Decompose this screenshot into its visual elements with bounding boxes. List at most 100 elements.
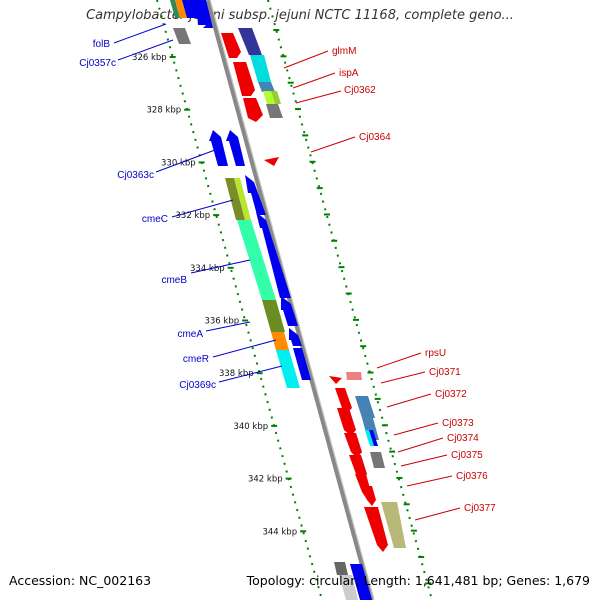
gene-block[interactable]	[170, 0, 180, 18]
leader-line	[414, 507, 461, 521]
gene-label-Cj0372[interactable]: Cj0372	[435, 389, 467, 400]
backbone-line	[205, 0, 375, 600]
scale-tick-label: 338 kbp	[219, 369, 254, 379]
gene-label-Cj0357c[interactable]: Cj0357c	[79, 58, 116, 69]
gene-block[interactable]	[243, 98, 263, 122]
gene-label-Cj0376[interactable]: Cj0376	[456, 471, 488, 482]
leader-line	[212, 339, 277, 358]
gene-block[interactable]	[381, 502, 406, 548]
gene-label-rpsU[interactable]: rpsU	[425, 348, 446, 359]
gene-label-Cj0362[interactable]: Cj0362	[344, 85, 376, 96]
leader-line	[117, 39, 174, 61]
gene-block[interactable]	[339, 575, 358, 600]
leader-line	[155, 149, 216, 173]
leader-line	[397, 437, 444, 453]
right-scale-ticks	[273, 29, 432, 585]
gene-label-cmeR[interactable]: cmeR	[183, 354, 209, 365]
right-gene-labels: glmM ispA Cj0362 Cj0364 rpsU Cj0371 Cj03…	[283, 46, 496, 521]
scale-tick-label: 326 kbp	[132, 53, 167, 63]
gene-block[interactable]	[281, 296, 298, 326]
gene-label-cmeC[interactable]: cmeC	[142, 214, 168, 225]
gene-block[interactable]	[209, 130, 228, 166]
gene-label-Cj0364[interactable]: Cj0364	[359, 132, 391, 143]
gene-block[interactable]	[196, 0, 213, 28]
left-gene-track	[170, 0, 372, 600]
gene-label-Cj0373[interactable]: Cj0373	[442, 418, 474, 429]
gene-block[interactable]	[226, 130, 245, 166]
footer-accession: Accession: NC_002163	[9, 573, 152, 588]
gene-block[interactable]	[335, 388, 352, 413]
gene-block[interactable]	[264, 157, 279, 166]
gene-block[interactable]	[182, 0, 201, 18]
gene-label-Cj0371[interactable]: Cj0371	[429, 367, 461, 378]
gene-block[interactable]	[266, 104, 283, 118]
gene-block[interactable]	[276, 350, 300, 388]
gene-label-cmeA[interactable]: cmeA	[177, 329, 203, 340]
left-boundary-line	[156, 0, 323, 600]
gene-block[interactable]	[350, 564, 372, 600]
gene-block[interactable]	[250, 55, 271, 82]
gene-block[interactable]	[370, 452, 385, 468]
gene-block[interactable]	[262, 300, 285, 332]
gene-block[interactable]	[355, 396, 375, 418]
scale-tick-label: 344 kbp	[262, 527, 297, 537]
gene-block[interactable]	[271, 91, 281, 104]
gene-label-ispA[interactable]: ispA	[339, 68, 359, 79]
leader-line	[283, 50, 329, 69]
gene-label-Cj0377[interactable]: Cj0377	[464, 503, 496, 514]
leader-line	[380, 371, 426, 384]
gene-block[interactable]	[237, 220, 276, 300]
leader-line	[190, 259, 251, 274]
footer-topology: Topology: circular; Length: 1,641,481 bp…	[246, 573, 590, 588]
right-gene-track	[221, 28, 406, 552]
gene-block[interactable]	[233, 62, 255, 96]
leader-line	[113, 23, 167, 44]
gene-block[interactable]	[349, 455, 367, 480]
gene-block[interactable]	[234, 178, 251, 220]
leader-line	[400, 454, 448, 467]
leader-line	[376, 352, 422, 369]
left-gene-labels: folB Cj0357c Cj0363c cmeC cmeB cmeA cmeR…	[79, 23, 283, 391]
leader-line	[406, 475, 453, 487]
scale-tick-label: 336 kbp	[204, 317, 239, 327]
gene-block[interactable]	[173, 28, 191, 44]
gene-label-Cj0375[interactable]: Cj0375	[451, 450, 483, 461]
leader-line	[292, 72, 336, 89]
scale-tick-label: 332 kbp	[176, 211, 211, 221]
gene-label-folB[interactable]: folB	[93, 39, 111, 50]
leader-line	[205, 321, 251, 332]
leader-line	[218, 365, 283, 383]
backbone-highlight	[209, 0, 375, 600]
gene-block[interactable]	[344, 433, 362, 458]
gene-label-glmM[interactable]: glmM	[332, 46, 356, 57]
gene-block[interactable]	[334, 562, 348, 575]
gene-block[interactable]	[364, 507, 388, 552]
gene-block[interactable]	[293, 348, 311, 380]
gene-block[interactable]	[256, 212, 291, 298]
scale-tick-label: 342 kbp	[248, 475, 283, 485]
gene-label-Cj0369c[interactable]: Cj0369c	[179, 380, 216, 391]
gene-block[interactable]	[346, 372, 362, 380]
leader-line	[310, 136, 356, 153]
gene-block[interactable]	[362, 418, 379, 440]
gene-block[interactable]	[329, 376, 342, 384]
gene-label-Cj0363c[interactable]: Cj0363c	[117, 170, 154, 181]
gene-block[interactable]	[221, 33, 241, 58]
leader-line	[171, 199, 234, 218]
gene-block[interactable]	[238, 28, 262, 55]
scale-tick-label: 334 kbp	[190, 264, 225, 274]
leader-line	[386, 393, 432, 408]
gene-label-cmeB[interactable]: cmeB	[161, 275, 187, 286]
gene-block[interactable]	[337, 408, 356, 436]
gene-block[interactable]	[175, 0, 187, 18]
gene-block[interactable]	[225, 178, 245, 220]
gene-block[interactable]	[289, 328, 302, 346]
leader-line	[393, 422, 439, 436]
gene-block[interactable]	[369, 430, 378, 446]
gene-block[interactable]	[258, 82, 275, 92]
gene-block[interactable]	[360, 486, 376, 506]
gene-block[interactable]	[245, 175, 266, 215]
gene-label-Cj0374[interactable]: Cj0374	[447, 433, 479, 444]
gene-block[interactable]	[271, 332, 289, 350]
